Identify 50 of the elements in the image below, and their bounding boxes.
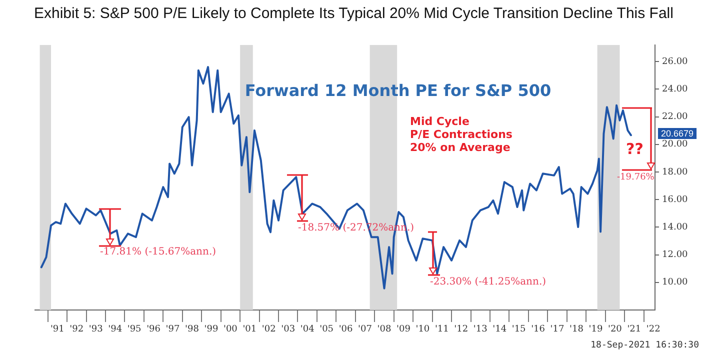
x-tick-label: '20 (608, 324, 622, 335)
x-tick-label: '12 (454, 324, 468, 335)
y-tick-label: 16.00 (662, 194, 688, 205)
text: 18-Sep-2021 16:30:30 (590, 340, 699, 350)
x-tick-label: '94 (108, 324, 122, 335)
x-tick-label: '05 (320, 324, 334, 335)
x-tick-label: '19 (588, 324, 603, 335)
x-tick-label: '98 (185, 324, 200, 335)
x-tick-label: '03 (281, 324, 296, 335)
x-tick-label: '13 (473, 324, 488, 335)
annotation: -23.30% (-41.25%ann.) (430, 276, 546, 288)
y-tick-label: 26.00 (662, 56, 688, 67)
chart-title: Exhibit 5: S&P 500 P/E Likely to Complete Its Typical 20% Mid Cycle Transition Decline This Fall (34, 5, 674, 22)
y-tick-label: 10.00 (662, 278, 688, 288)
x-tick-label: '00 (223, 324, 238, 335)
x-tick-label: '14 (492, 324, 507, 335)
annotation: -17.81% (-15.67%ann.) (100, 246, 216, 258)
x-tick-label: '17 (550, 324, 565, 335)
text: 20.6679 (661, 128, 694, 138)
x-tick-label: '09 (396, 324, 411, 335)
x-tick-label: '10 (416, 324, 430, 335)
x-tick-label: '08 (377, 324, 392, 335)
y-tick-label: 12.00 (662, 250, 688, 260)
y-tick-label: 14.00 (662, 222, 688, 233)
annotation: Mid Cycle P/E Contractions 20% on Average (410, 114, 513, 154)
x-tick-label: '11 (434, 324, 449, 335)
x-tick-label: '07 (358, 324, 372, 335)
y-tick-label: 20.00 (662, 140, 688, 150)
annotation: ?? (626, 140, 644, 158)
x-tick-label: '18 (570, 324, 584, 335)
x-tick-label: '04 (300, 324, 315, 335)
x-tick-label: '02 (262, 324, 276, 335)
x-tick-label: '01 (242, 324, 257, 335)
x-tick-label: '99 (204, 324, 218, 335)
y-tick-label: 24.00 (662, 84, 688, 95)
y-tick-label: 18.00 (662, 167, 688, 178)
y-tick-label: 22.00 (662, 112, 688, 122)
x-tick-label: '21 (627, 324, 642, 335)
x-tick-label: '96 (146, 324, 161, 335)
text: Forward 12 Month PE for S&P 500 (244, 81, 552, 100)
x-tick-label: '22 (646, 324, 660, 335)
x-tick-label: '95 (127, 324, 142, 335)
x-tick-label: '16 (531, 324, 546, 335)
x-tick-label: '15 (512, 324, 526, 335)
x-tick-label: '91 (50, 324, 64, 335)
annotation: -19.76% (617, 172, 655, 182)
x-tick-label: '97 (166, 324, 180, 335)
x-tick-label: '92 (70, 324, 84, 335)
x-tick-label: '93 (88, 324, 104, 335)
x-tick-label: '06 (338, 324, 354, 335)
